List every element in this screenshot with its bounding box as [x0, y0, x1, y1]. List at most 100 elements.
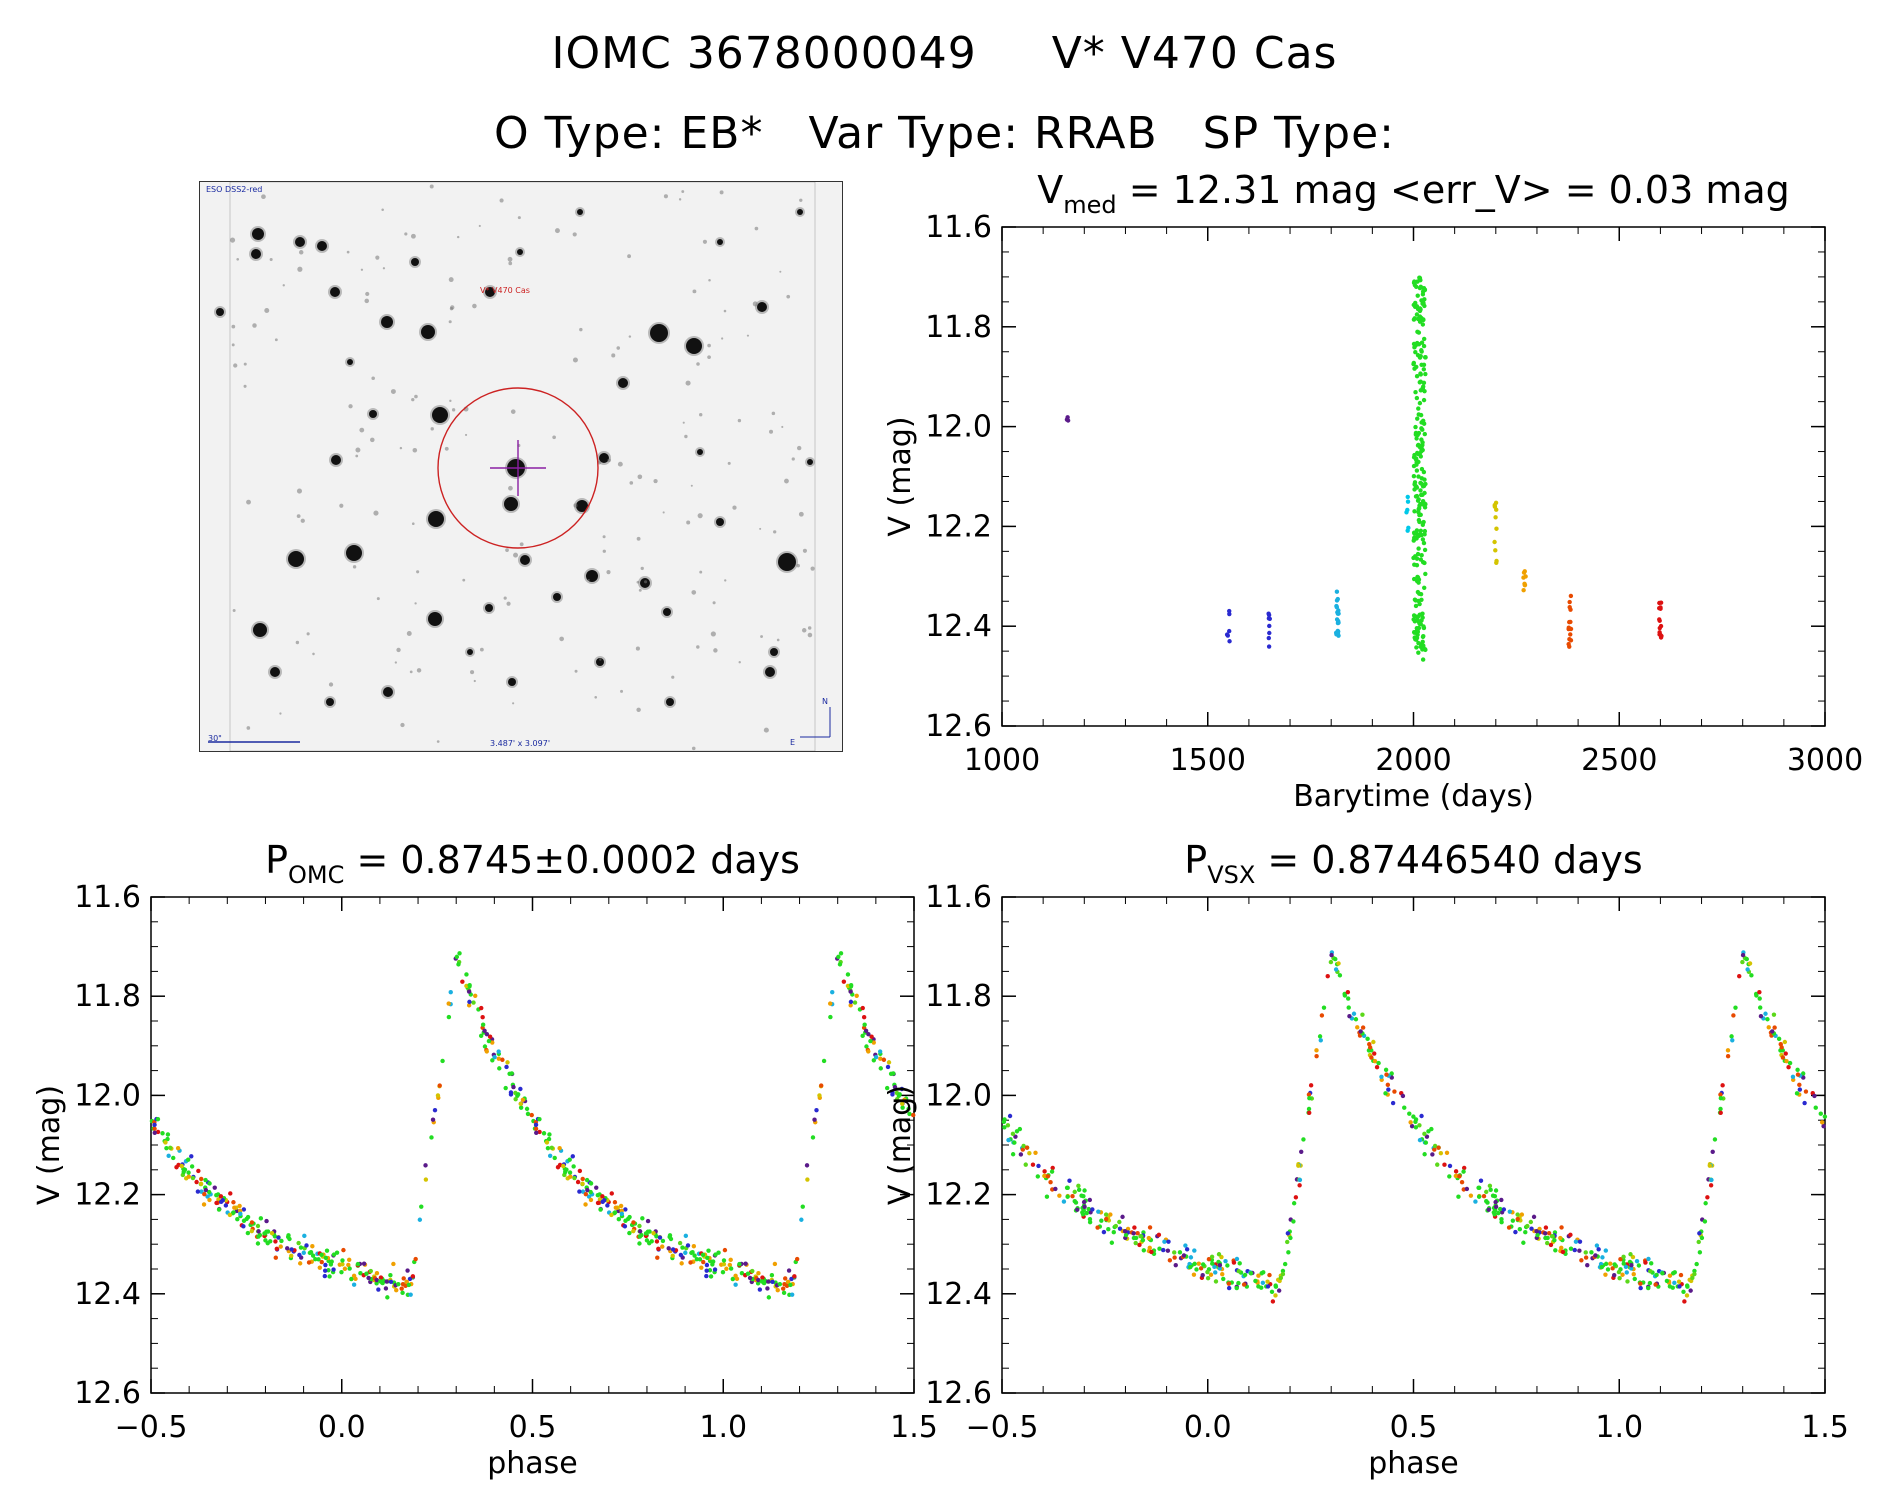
data-point	[622, 1224, 628, 1229]
data-point	[1646, 1256, 1651, 1262]
data-point	[1414, 364, 1419, 370]
data-point	[1418, 488, 1423, 493]
star	[216, 308, 224, 316]
faint-star	[810, 566, 815, 571]
data-point	[1731, 1013, 1736, 1018]
data-point	[1371, 1039, 1376, 1045]
data-point	[417, 1217, 423, 1222]
data-point	[518, 1105, 524, 1110]
data-point	[1692, 1268, 1697, 1274]
faint-star	[348, 404, 353, 409]
star	[508, 678, 516, 686]
faint-star	[696, 362, 700, 366]
data-point	[1412, 341, 1418, 347]
data-point	[1522, 582, 1528, 588]
data-point	[881, 1057, 887, 1062]
faint-star	[707, 355, 711, 360]
data-point	[1457, 1174, 1462, 1179]
data-point	[730, 1276, 736, 1282]
data-point	[404, 1279, 409, 1285]
data-point	[228, 1191, 233, 1196]
data-point	[1266, 612, 1272, 618]
data-point	[1161, 1247, 1166, 1253]
data-point	[1353, 1017, 1359, 1022]
data-point	[339, 1269, 344, 1275]
data-point	[1345, 996, 1351, 1001]
data-point	[777, 1282, 783, 1287]
data-point	[685, 1243, 691, 1248]
data-point	[207, 1197, 212, 1203]
data-point	[866, 1031, 871, 1037]
data-point	[256, 1229, 261, 1234]
data-point	[423, 1163, 428, 1168]
data-point	[1345, 989, 1351, 995]
data-point	[902, 1097, 907, 1102]
data-point	[1797, 1082, 1802, 1088]
data-point	[1664, 1278, 1670, 1284]
data-point	[364, 1271, 369, 1276]
data-point	[891, 1071, 896, 1076]
data-point	[1421, 343, 1427, 349]
data-point	[637, 1229, 643, 1234]
data-point	[1412, 536, 1417, 542]
data-point	[727, 1262, 733, 1268]
data-point	[1422, 547, 1428, 553]
faint-star	[449, 306, 454, 311]
data-point	[710, 1259, 716, 1264]
data-point	[1010, 1152, 1016, 1157]
data-point	[697, 1257, 703, 1262]
data-point	[326, 1268, 331, 1273]
data-point	[1646, 1285, 1651, 1291]
data-point	[821, 1058, 827, 1064]
data-point	[1333, 956, 1338, 962]
data-point	[794, 1256, 800, 1262]
data-point	[1421, 469, 1427, 475]
data-point	[1521, 587, 1526, 593]
data-point	[214, 1192, 219, 1198]
data-point	[1537, 1226, 1542, 1232]
data-point	[1670, 1285, 1675, 1290]
data-point	[1061, 1199, 1067, 1204]
data-point	[323, 1262, 328, 1268]
data-point	[1285, 1239, 1290, 1245]
data-point	[814, 1107, 819, 1113]
data-point	[1603, 1272, 1608, 1277]
data-point	[1688, 1288, 1693, 1293]
data-point	[227, 1212, 233, 1218]
x-tick-label: 0.5	[1390, 1410, 1438, 1445]
data-point	[152, 1126, 157, 1131]
data-point	[810, 1135, 816, 1140]
faint-star	[737, 418, 742, 423]
star	[576, 500, 588, 512]
data-point	[1017, 1126, 1023, 1132]
data-point	[836, 954, 841, 960]
data-point	[694, 1256, 699, 1262]
data-point	[1065, 1194, 1070, 1199]
star	[331, 455, 341, 465]
data-point	[1535, 1232, 1540, 1238]
data-point	[1415, 416, 1420, 421]
data-point	[1795, 1067, 1800, 1073]
data-point	[600, 1199, 605, 1205]
header-line-1: IOMC 3678000049 V* V470 Cas	[0, 28, 1889, 79]
data-point	[296, 1240, 301, 1246]
data-point	[1234, 1256, 1240, 1262]
faint-star	[784, 478, 789, 484]
data-point	[1797, 1087, 1803, 1092]
data-point	[1548, 1242, 1554, 1248]
omc-id: IOMC 3678000049	[551, 28, 977, 79]
data-point	[1653, 1282, 1658, 1287]
faint-star	[696, 645, 700, 649]
data-point	[1718, 1106, 1723, 1112]
data-point	[317, 1265, 323, 1270]
data-point	[1226, 1285, 1232, 1291]
data-point	[1417, 380, 1422, 385]
x-tick-label: 0.0	[1184, 1410, 1232, 1445]
faint-star	[779, 270, 782, 273]
faint-star	[662, 511, 665, 514]
data-point	[1082, 1188, 1087, 1193]
data-point	[1413, 300, 1418, 306]
x-tick-label: 0.0	[318, 1410, 366, 1445]
data-point	[1419, 445, 1424, 450]
faint-star	[243, 362, 247, 366]
